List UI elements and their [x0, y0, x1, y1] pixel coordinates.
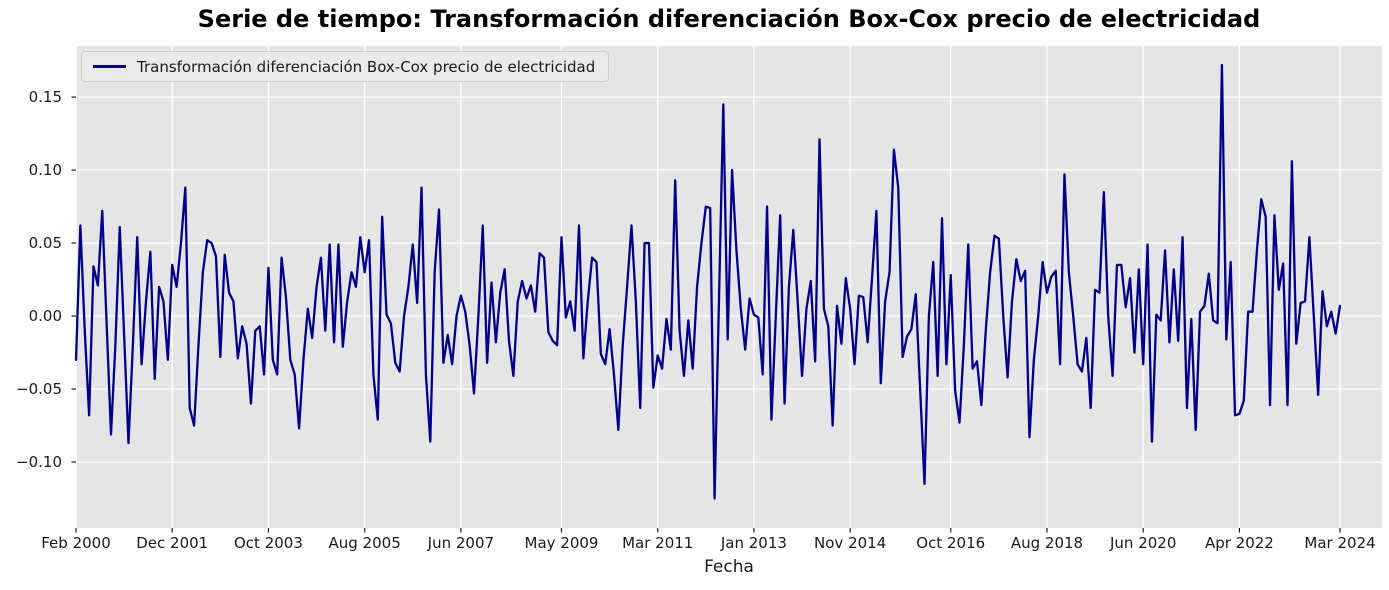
x-tick-label: Mar 2024	[1304, 534, 1376, 552]
x-tick-label: Feb 2000	[41, 534, 111, 552]
x-tick-label: Jun 2007	[427, 534, 495, 552]
x-tick-label: Aug 2018	[1010, 534, 1084, 552]
x-tick-label: Jan 2013	[720, 534, 787, 552]
x-axis-label: Fecha	[704, 557, 754, 577]
y-tick-label: −0.05	[16, 380, 62, 399]
x-tick-label: Nov 2014	[814, 534, 887, 552]
y-tick-label: −0.10	[16, 453, 62, 472]
legend: Transformación diferenciación Box-Cox pr…	[81, 51, 610, 82]
x-tick-label: Mar 2011	[622, 534, 694, 552]
x-tick-label: May 2009	[524, 534, 599, 552]
x-tick-label: Aug 2005	[328, 534, 401, 552]
axis-tick-marks	[71, 96, 1341, 533]
y-tick-label: 0.05	[28, 234, 62, 253]
legend-label: Transformación diferenciación Box-Cox pr…	[137, 57, 596, 76]
legend-line-icon	[93, 64, 126, 69]
y-tick-label: 0.15	[28, 88, 62, 107]
x-tick-label: Oct 2016	[916, 534, 986, 552]
y-tick-label: 0.00	[28, 307, 62, 326]
x-tick-label: Jun 2020	[1109, 534, 1177, 552]
series-line	[74, 63, 1342, 500]
x-tick-label: Dec 2001	[136, 534, 209, 552]
x-tick-label: Apr 2022	[1204, 534, 1274, 552]
chart-title: Serie de tiempo: Transformación diferenc…	[197, 5, 1261, 33]
x-tick-label: Oct 2003	[233, 534, 303, 552]
y-tick-label: 0.10	[28, 161, 62, 180]
